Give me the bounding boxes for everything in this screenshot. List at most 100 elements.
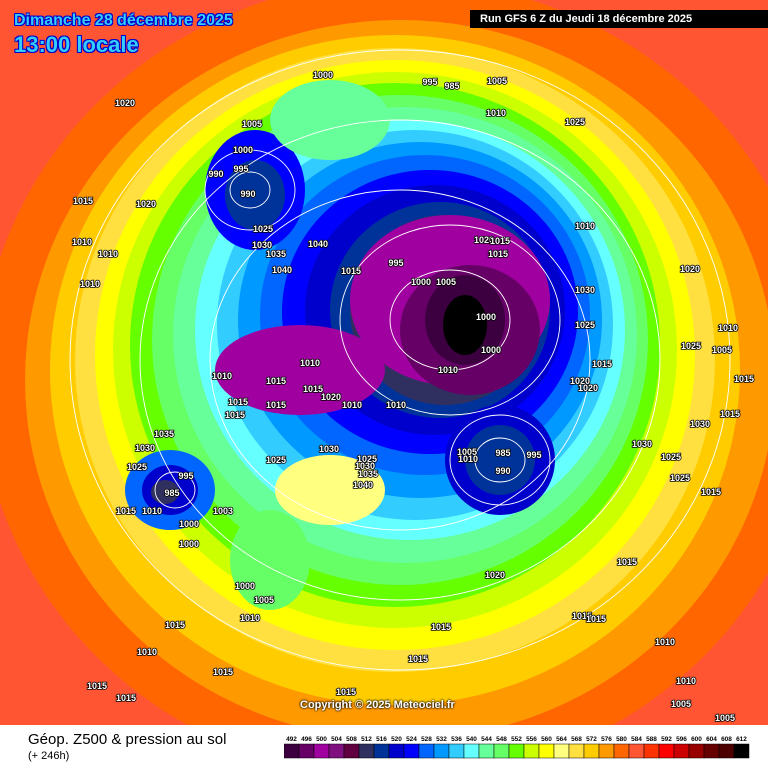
pressure-label: 1025 (575, 320, 595, 330)
pressure-label: 1015 (303, 384, 323, 394)
pressure-label: 1005 (254, 595, 274, 605)
forecast-local-time: 13:00 locale (14, 32, 139, 57)
scale-label: 532 (436, 736, 447, 743)
pressure-label: 1015 (701, 487, 721, 497)
pressure-label: 1000 (179, 519, 199, 529)
isobar (204, 149, 296, 231)
pressure-label: 1015 (87, 681, 107, 691)
pressure-label: 1025 (661, 452, 681, 462)
scale-swatch (643, 743, 660, 759)
scale-label: 612 (736, 736, 747, 743)
pressure-label: 1025 (127, 462, 147, 472)
pressure-label: 1020 (485, 570, 505, 580)
pressure-label: 1020 (136, 199, 156, 209)
pressure-label: 1005 (715, 713, 735, 723)
pressure-label: 1010 (72, 237, 92, 247)
scale-swatch (418, 743, 435, 759)
pressure-label: 985 (495, 448, 510, 458)
pressure-label: 1015 (116, 693, 136, 703)
scale-swatch (448, 743, 465, 759)
pressure-label: 1020 (570, 376, 590, 386)
pressure-label: 1010 (575, 221, 595, 231)
pressure-label: 1015 (586, 614, 606, 624)
scale-swatch (388, 743, 405, 759)
isobar (339, 224, 561, 416)
scale-label: 524 (406, 736, 417, 743)
scale-swatch (733, 743, 750, 759)
scale-label: 580 (616, 736, 627, 743)
scale-label: 552 (511, 736, 522, 743)
pressure-label: 1025 (266, 455, 286, 465)
pressure-label: 985 (164, 488, 179, 498)
scale-swatch (628, 743, 645, 759)
pressure-label: 990 (495, 466, 510, 476)
isobar (209, 189, 591, 531)
pressure-label: 1015 (336, 687, 356, 697)
forecast-lead-time: (+ 246h) (28, 750, 70, 762)
scale-label: 508 (346, 736, 357, 743)
pressure-label: 1030 (319, 444, 339, 454)
pressure-label: 1015 (73, 196, 93, 206)
pressure-label: 1010 (655, 637, 675, 647)
isobar (474, 437, 526, 483)
scale-swatch (298, 743, 315, 759)
scale-swatch (538, 743, 555, 759)
isobar (449, 414, 551, 506)
pressure-label: 1010 (142, 506, 162, 516)
isobar (229, 171, 271, 209)
isobar (69, 49, 731, 671)
scale-label: 528 (421, 736, 432, 743)
pressure-label: 1010 (486, 108, 506, 118)
pressure-label: 1015 (225, 410, 245, 420)
pressure-label: 1020 (115, 98, 135, 108)
map-title: Géop. Z500 & pression au sol (28, 731, 227, 748)
pressure-label: 1015 (734, 374, 754, 384)
pressure-label: 1020 (321, 392, 341, 402)
scale-swatch (284, 743, 300, 759)
color-scale: 492 496 500 504 508 512 516 520 524 528 532 536 540 5… (284, 736, 750, 759)
scale-swatch (373, 743, 390, 759)
geopotential-feature (151, 480, 179, 504)
pressure-label: 1015 (213, 667, 233, 677)
scale-swatch (703, 743, 720, 759)
scale-label: 556 (526, 736, 537, 743)
scale-label: 496 (301, 736, 312, 743)
pressure-label: 1000 (411, 277, 431, 287)
geopotential-feature (215, 325, 385, 415)
pressure-label: 1000 (235, 581, 255, 591)
scale-label: 500 (316, 736, 327, 743)
scale-label: 536 (451, 736, 462, 743)
pressure-label: 1030 (690, 419, 710, 429)
pressure-label: 1030 (575, 285, 595, 295)
geopotential-feature (270, 80, 390, 160)
pressure-label: 1000 (233, 145, 253, 155)
scale-label: 592 (661, 736, 672, 743)
scale-label: 584 (631, 736, 642, 743)
pressure-label: 1000 (481, 345, 501, 355)
pressure-label: 1005 (712, 345, 732, 355)
pressure-label: 1025 (357, 454, 377, 464)
scale-label: 588 (646, 736, 657, 743)
pressure-label: 1000 (313, 70, 333, 80)
isobar (139, 119, 661, 601)
scale-label: 504 (331, 736, 342, 743)
pressure-label: 1015 (165, 620, 185, 630)
pressure-label: 995 (388, 258, 403, 268)
pressure-label: 1015 (490, 236, 510, 246)
pressure-label: 1010 (240, 613, 260, 623)
pressure-label: 1015 (341, 266, 361, 276)
pressure-label: 1035 (266, 249, 286, 259)
pressure-label: 1015 (408, 654, 428, 664)
pressure-label: 1010 (386, 400, 406, 410)
geopotential-feature (275, 455, 385, 525)
pressure-label: 1015 (116, 506, 136, 516)
scale-swatch (463, 743, 480, 759)
scale-swatch (613, 743, 630, 759)
scale-swatch (358, 743, 375, 759)
pressure-label: 1015 (572, 611, 592, 621)
pressure-label: 1015 (720, 409, 740, 419)
pressure-label: 1010 (300, 358, 320, 368)
pressure-label: 1010 (342, 400, 362, 410)
pressure-label: 1030 (135, 443, 155, 453)
